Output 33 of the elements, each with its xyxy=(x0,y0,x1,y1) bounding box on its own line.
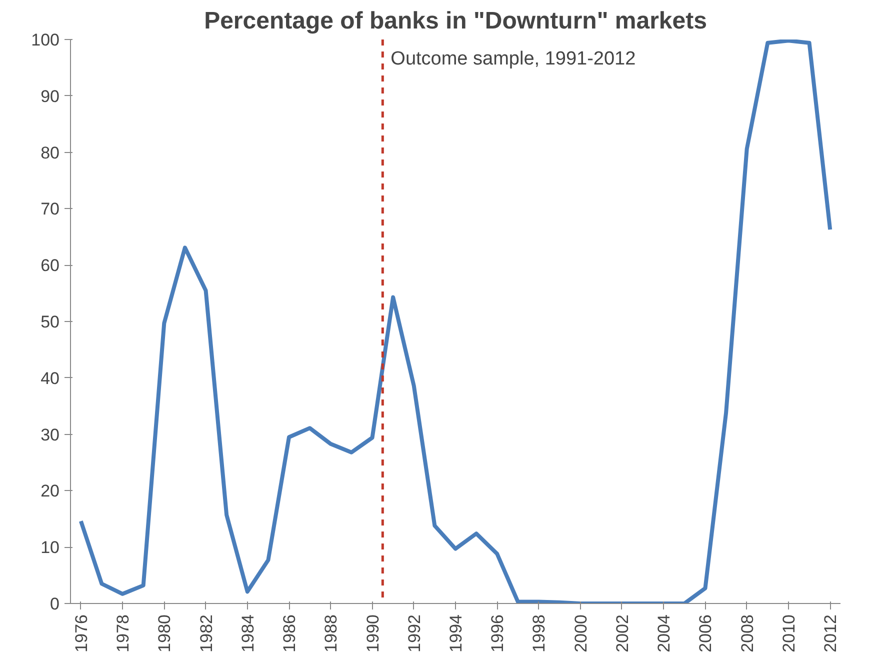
x-tick-label: 2012 xyxy=(821,614,840,652)
y-tick-label: 70 xyxy=(40,200,60,219)
y-tick-label: 0 xyxy=(50,594,60,614)
y-tick-label: 50 xyxy=(40,312,60,332)
x-tick-label: 1976 xyxy=(72,614,91,652)
x-tick-label: 2002 xyxy=(612,614,632,652)
y-tick-label: 40 xyxy=(40,368,60,388)
chart-title: Percentage of banks in "Downturn" markets xyxy=(204,8,707,34)
ref-line-label: Outcome sample, 1991-2012 xyxy=(390,48,636,70)
x-tick-label: 2006 xyxy=(696,614,716,652)
x-tick-label: 1980 xyxy=(155,614,174,652)
y-tick-label: 80 xyxy=(40,143,60,162)
x-tick-label: 1990 xyxy=(363,614,382,652)
y-tick-label: 90 xyxy=(40,86,60,106)
line-series xyxy=(78,40,832,604)
x-tick-label: 2004 xyxy=(654,614,674,652)
x-tick-label: 1984 xyxy=(238,614,258,652)
y-tick-label: 20 xyxy=(40,482,60,501)
x-tick-label: 1978 xyxy=(114,614,133,652)
x-tick-label: 2008 xyxy=(738,614,757,652)
x-tick-label: 1994 xyxy=(446,614,466,652)
x-tick-label: 1998 xyxy=(530,614,549,652)
y-tick-label: 100 xyxy=(31,30,60,50)
x-tick-label: 1982 xyxy=(196,614,216,652)
x-tick-label: 1986 xyxy=(280,614,300,652)
x-tick-label: 1996 xyxy=(488,614,508,652)
x-tick-label: 2000 xyxy=(571,614,590,652)
x-tick-label: 1992 xyxy=(404,614,424,652)
y-tick-label: 60 xyxy=(40,256,60,276)
y-tick-label: 10 xyxy=(40,538,60,558)
y-tick-label: 30 xyxy=(40,425,60,444)
x-tick-label: 1988 xyxy=(322,614,341,652)
x-tick-label: 2010 xyxy=(779,614,798,652)
